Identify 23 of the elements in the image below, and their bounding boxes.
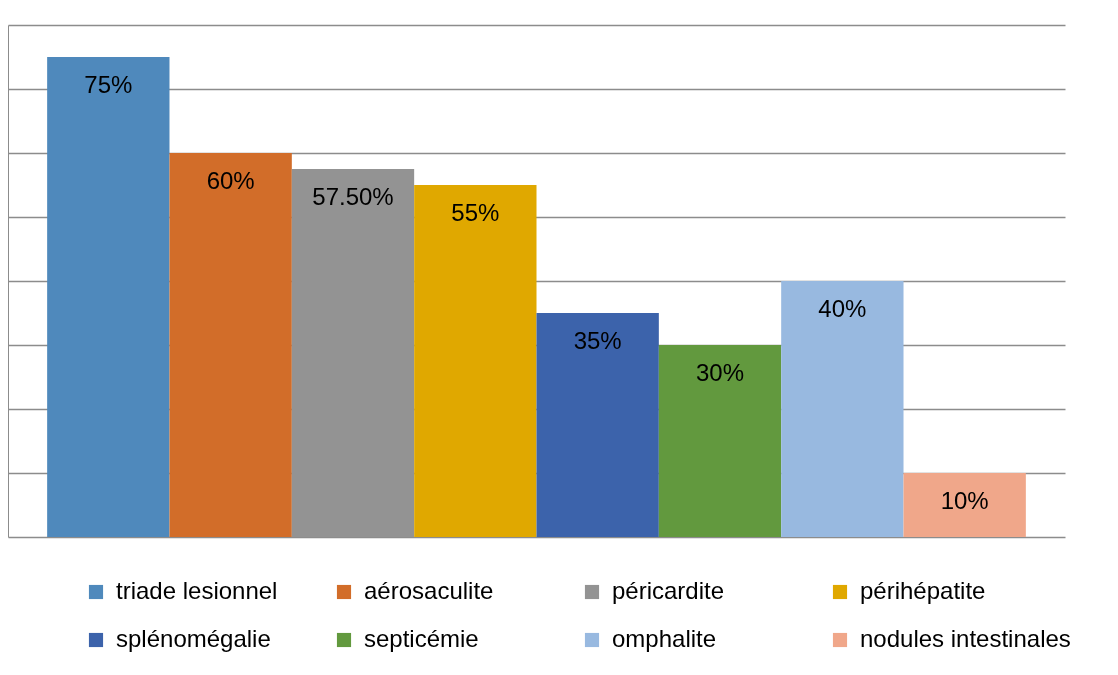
data-label: 55% [451,199,500,226]
bar [903,473,1026,537]
data-label: 35% [573,327,622,354]
data-label: 10% [940,487,989,514]
data-label: 57.50% [312,183,394,210]
bar [781,281,904,537]
legend-label: aérosaculite [364,577,494,604]
legend-label: nodules intestinales [860,625,1071,652]
legend-label: splénomégalie [116,625,271,652]
bar [414,185,537,537]
bar [47,57,170,537]
legend-label: triade lesionnel [116,577,278,604]
data-label: 60% [206,167,255,194]
legend-label: septicémie [364,625,479,652]
data-label: 40% [818,295,867,322]
bar [169,153,292,537]
legend-label: omphalite [612,625,717,652]
legend-label: péricardite [612,577,725,604]
data-label: 30% [695,359,745,386]
bar [536,313,659,537]
bar [658,345,782,537]
legend-label: périhépatite [860,577,986,604]
data-label: 75% [84,71,133,98]
